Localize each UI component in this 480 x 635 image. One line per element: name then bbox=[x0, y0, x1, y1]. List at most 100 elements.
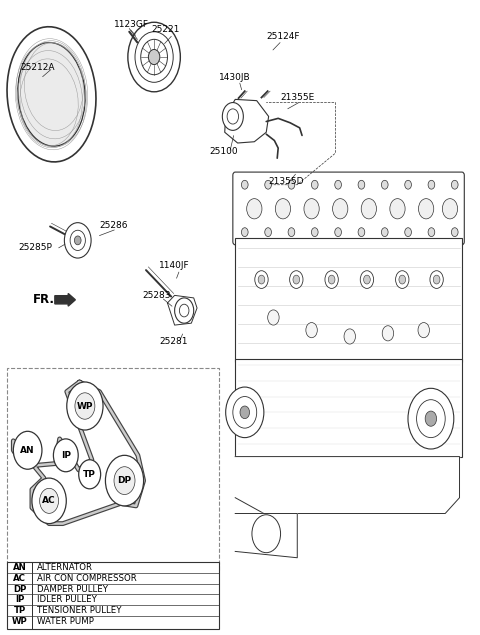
Circle shape bbox=[405, 180, 411, 189]
Polygon shape bbox=[225, 100, 269, 143]
Circle shape bbox=[325, 271, 338, 288]
Text: WATER PUMP: WATER PUMP bbox=[36, 617, 94, 625]
Circle shape bbox=[148, 50, 160, 65]
Circle shape bbox=[241, 228, 248, 237]
Text: 25100: 25100 bbox=[209, 147, 238, 156]
Circle shape bbox=[288, 228, 295, 237]
Bar bbox=[7, 368, 219, 570]
Ellipse shape bbox=[7, 27, 96, 162]
Circle shape bbox=[364, 275, 370, 284]
Circle shape bbox=[358, 180, 365, 189]
Text: 21355E: 21355E bbox=[281, 93, 315, 102]
Circle shape bbox=[328, 275, 335, 284]
Text: 25285P: 25285P bbox=[18, 243, 52, 253]
Circle shape bbox=[32, 478, 66, 524]
Text: ALTERNATOR: ALTERNATOR bbox=[36, 563, 93, 572]
Circle shape bbox=[405, 228, 411, 237]
Circle shape bbox=[265, 180, 272, 189]
Bar bbox=[235, 359, 462, 457]
Circle shape bbox=[428, 228, 435, 237]
Text: AC: AC bbox=[13, 574, 26, 583]
Circle shape bbox=[247, 199, 262, 219]
Circle shape bbox=[293, 275, 300, 284]
Circle shape bbox=[227, 109, 239, 124]
Circle shape bbox=[304, 199, 319, 219]
Circle shape bbox=[417, 399, 445, 438]
Circle shape bbox=[141, 39, 168, 75]
Circle shape bbox=[361, 199, 376, 219]
Circle shape bbox=[288, 180, 295, 189]
Text: WP: WP bbox=[77, 401, 93, 410]
Ellipse shape bbox=[18, 43, 85, 146]
Text: 25283: 25283 bbox=[142, 291, 171, 300]
Circle shape bbox=[258, 275, 265, 284]
Circle shape bbox=[396, 271, 409, 288]
Text: TP: TP bbox=[83, 470, 96, 479]
Circle shape bbox=[419, 199, 434, 219]
Circle shape bbox=[175, 298, 194, 323]
Circle shape bbox=[106, 455, 144, 506]
Circle shape bbox=[53, 439, 78, 472]
Circle shape bbox=[451, 180, 458, 189]
Polygon shape bbox=[235, 514, 297, 558]
Circle shape bbox=[222, 102, 243, 130]
Circle shape bbox=[75, 393, 95, 419]
Circle shape bbox=[268, 310, 279, 325]
Circle shape bbox=[13, 431, 42, 469]
Bar bbox=[235, 239, 462, 362]
Text: DAMPER PULLEY: DAMPER PULLEY bbox=[36, 585, 108, 594]
Text: 1140JF: 1140JF bbox=[159, 261, 190, 270]
Circle shape bbox=[114, 467, 135, 495]
Text: FR.: FR. bbox=[33, 293, 54, 306]
Text: AN: AN bbox=[12, 563, 26, 572]
Circle shape bbox=[433, 275, 440, 284]
Text: AN: AN bbox=[20, 446, 35, 455]
Bar bbox=[7, 561, 219, 629]
Circle shape bbox=[333, 199, 348, 219]
Text: IP: IP bbox=[61, 451, 71, 460]
Circle shape bbox=[226, 387, 264, 438]
Circle shape bbox=[265, 228, 272, 237]
Circle shape bbox=[255, 271, 268, 288]
Circle shape bbox=[382, 180, 388, 189]
Text: 25212A: 25212A bbox=[21, 64, 55, 72]
Circle shape bbox=[335, 228, 341, 237]
Circle shape bbox=[335, 180, 341, 189]
Text: AC: AC bbox=[42, 497, 56, 505]
Circle shape bbox=[70, 231, 85, 250]
Circle shape bbox=[233, 396, 257, 428]
FancyArrow shape bbox=[55, 293, 75, 306]
Text: DP: DP bbox=[118, 476, 132, 485]
Circle shape bbox=[382, 326, 394, 341]
Circle shape bbox=[74, 236, 81, 245]
Text: 1123GF: 1123GF bbox=[114, 20, 148, 29]
Circle shape bbox=[180, 304, 189, 317]
Circle shape bbox=[241, 180, 248, 189]
Circle shape bbox=[358, 228, 365, 237]
Circle shape bbox=[399, 275, 406, 284]
Circle shape bbox=[40, 488, 59, 513]
Circle shape bbox=[64, 223, 91, 258]
FancyBboxPatch shape bbox=[233, 172, 464, 245]
Text: 25281: 25281 bbox=[159, 337, 187, 346]
Circle shape bbox=[390, 199, 405, 219]
Circle shape bbox=[360, 271, 373, 288]
Circle shape bbox=[128, 22, 180, 92]
Circle shape bbox=[382, 228, 388, 237]
Circle shape bbox=[312, 180, 318, 189]
Circle shape bbox=[240, 406, 250, 418]
Circle shape bbox=[312, 228, 318, 237]
Circle shape bbox=[451, 228, 458, 237]
Text: IDLER PULLEY: IDLER PULLEY bbox=[36, 595, 96, 605]
Circle shape bbox=[79, 460, 101, 489]
Circle shape bbox=[252, 515, 281, 552]
Circle shape bbox=[408, 389, 454, 449]
Circle shape bbox=[276, 199, 290, 219]
Text: AIR CON COMPRESSOR: AIR CON COMPRESSOR bbox=[36, 574, 136, 583]
Circle shape bbox=[418, 323, 430, 338]
Text: DP: DP bbox=[13, 585, 26, 594]
Text: 25124F: 25124F bbox=[266, 32, 300, 41]
Circle shape bbox=[289, 271, 303, 288]
Text: TENSIONER PULLEY: TENSIONER PULLEY bbox=[36, 606, 121, 615]
Circle shape bbox=[135, 32, 173, 83]
